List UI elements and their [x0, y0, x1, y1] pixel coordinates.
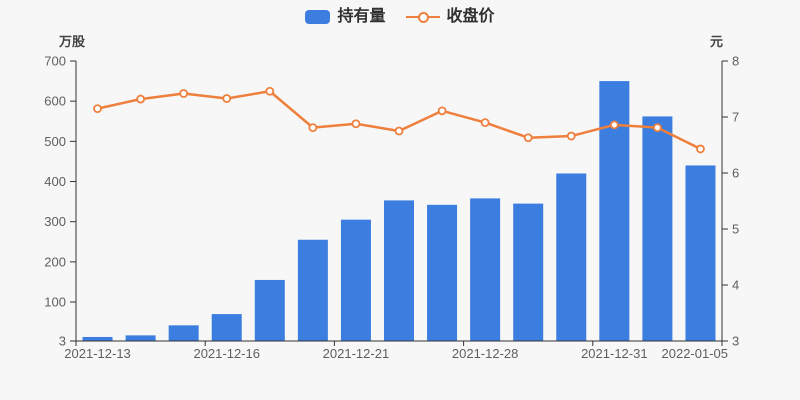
holdings-bar[interactable] — [599, 81, 630, 341]
x-axis-date-label: 2021-12-28 — [452, 346, 519, 361]
close-price-point[interactable] — [93, 104, 102, 113]
left-axis-tick-label: 200 — [44, 254, 66, 269]
left-axis-tick-label: 100 — [44, 295, 66, 310]
right-axis-unit-label: 元 — [709, 34, 723, 49]
close-price-point[interactable] — [308, 123, 318, 133]
close-price-point[interactable] — [437, 106, 447, 116]
right-axis-tick-label: 3 — [732, 334, 739, 349]
close-price-point[interactable] — [653, 123, 662, 133]
left-axis-tick-label: 700 — [44, 54, 66, 69]
left-axis-tick-label: 400 — [44, 174, 66, 189]
close-price-point[interactable] — [566, 131, 576, 141]
holdings-bar[interactable] — [340, 219, 371, 341]
x-axis-date-label: 2021-12-13 — [64, 346, 131, 361]
x-axis-date-label: 2021-12-31 — [581, 346, 648, 361]
right-axis-tick-label: 4 — [732, 278, 739, 293]
holdings-bar[interactable] — [297, 239, 328, 341]
right-axis-tick-label: 6 — [732, 166, 739, 181]
right-axis-tick-label: 8 — [732, 54, 739, 69]
holdings-bar[interactable] — [125, 335, 156, 341]
legend-item-holdings[interactable]: 持有量 — [305, 8, 386, 26]
holdings-bar[interactable] — [254, 279, 285, 341]
close-price-point[interactable] — [351, 119, 361, 129]
right-axis-tick-label: 5 — [732, 222, 739, 237]
line-series-marker-icon — [405, 10, 440, 24]
left-axis-tick-label: 600 — [44, 94, 66, 109]
close-price-point[interactable] — [179, 89, 189, 98]
chart-legend: 持有量 收盘价 — [0, 8, 800, 26]
close-price-point[interactable] — [480, 118, 490, 127]
bar-series-swatch-icon — [305, 10, 331, 24]
holdings-bar[interactable] — [211, 314, 242, 341]
close-price-point[interactable] — [222, 94, 232, 103]
x-axis-date-label: 2022-01-05 — [662, 346, 729, 361]
left-axis-unit-label: 万股 — [59, 34, 86, 49]
left-axis-tick-label: 300 — [44, 214, 66, 229]
holdings-bar[interactable] — [556, 173, 587, 341]
close-price-point[interactable] — [394, 126, 404, 136]
left-axis-tick-label: 3 — [59, 334, 66, 349]
holdings-bar[interactable] — [685, 165, 716, 341]
legend-label-close-price: 收盘价 — [446, 8, 495, 25]
holdings-bar[interactable] — [642, 116, 673, 341]
holdings-bar[interactable] — [513, 203, 544, 341]
holdings-bar[interactable] — [427, 204, 458, 341]
left-axis-tick-label: 500 — [44, 134, 66, 149]
holdings-bar[interactable] — [82, 336, 113, 341]
close-price-point[interactable] — [696, 144, 705, 154]
holdings-bar[interactable] — [168, 325, 199, 341]
right-axis-tick-label: 7 — [732, 110, 739, 125]
x-axis-date-label: 2021-12-21 — [323, 346, 390, 361]
close-price-point[interactable] — [609, 120, 619, 130]
close-price-point[interactable] — [136, 94, 146, 104]
legend-label-holdings: 持有量 — [337, 8, 386, 25]
close-price-point[interactable] — [265, 86, 275, 96]
holdings-bar[interactable] — [384, 200, 414, 341]
x-axis-date-label: 2021-12-16 — [193, 346, 260, 361]
holdings-bar[interactable] — [470, 198, 501, 341]
close-price-point[interactable] — [523, 133, 533, 143]
legend-item-close-price[interactable]: 收盘价 — [405, 8, 495, 26]
